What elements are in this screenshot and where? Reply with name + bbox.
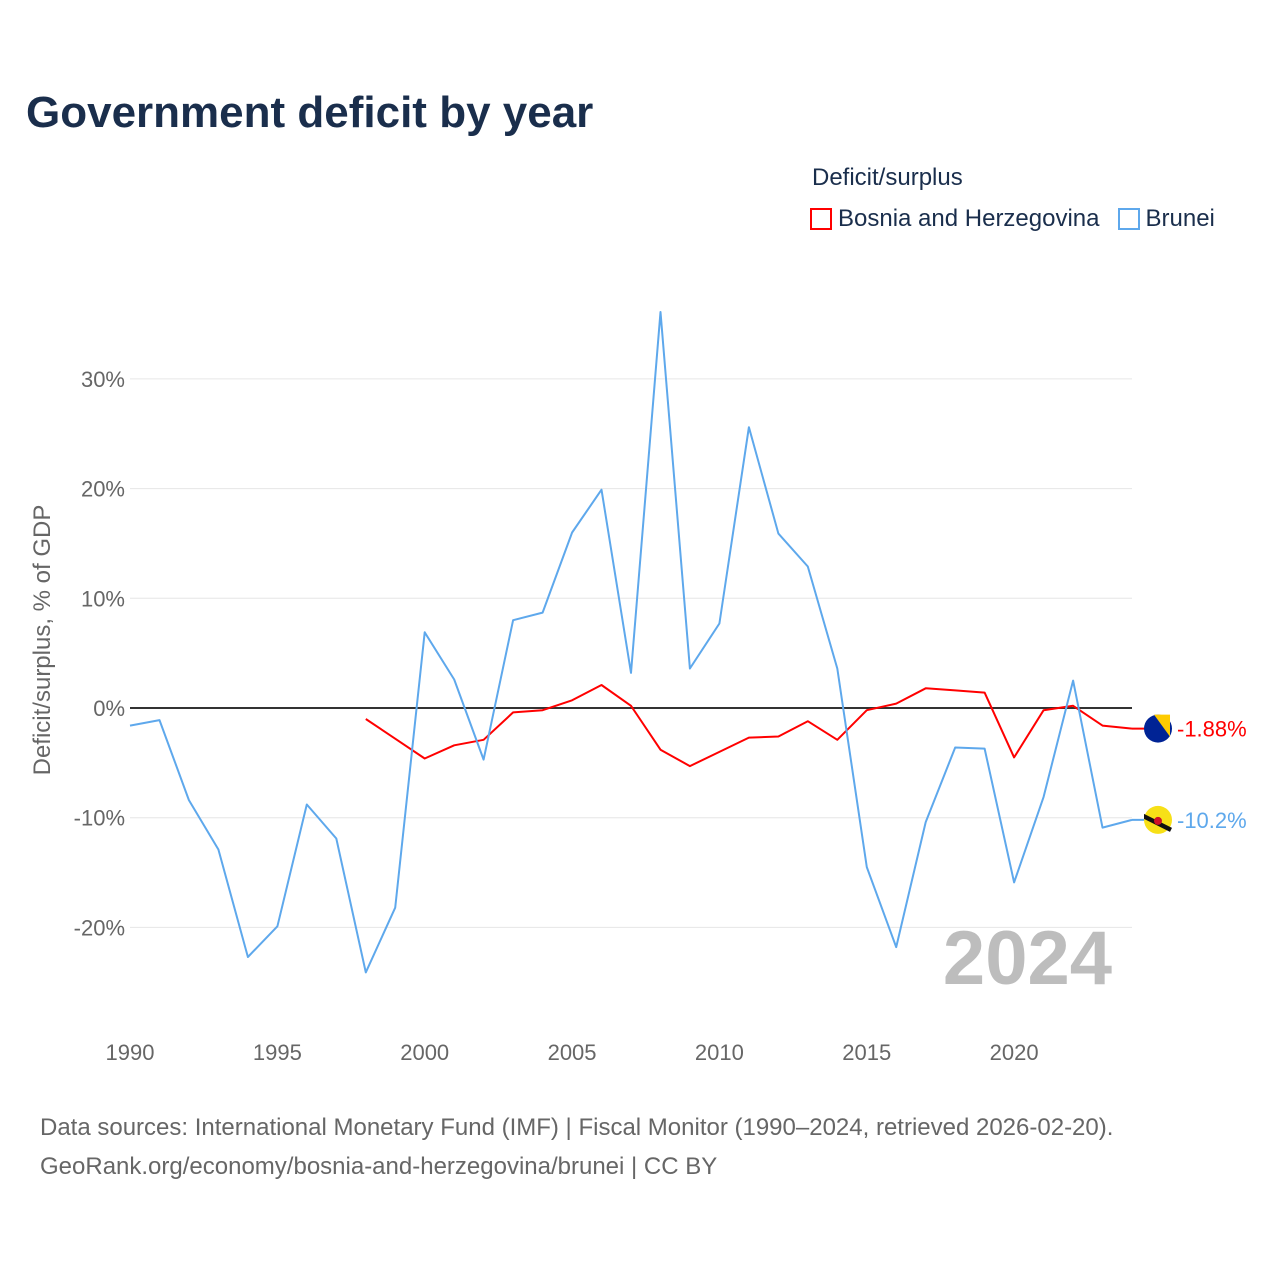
legend-title: Deficit/surplus: [812, 164, 963, 191]
end-value-label: -10.2%: [1177, 808, 1247, 833]
y-tick-label: 0%: [93, 696, 125, 721]
x-tick-label: 1990: [106, 1040, 155, 1065]
x-tick-label: 2000: [400, 1040, 449, 1065]
flag-crest: [1154, 816, 1162, 825]
series-line-bosnia: [365, 684, 1133, 768]
source-line-1: Data sources: International Monetary Fun…: [40, 1114, 1114, 1141]
y-tick-label: -20%: [74, 915, 125, 940]
legend-item-bosnia[interactable]: Bosnia and Herzegovina: [810, 205, 1100, 233]
legend-label-brunei: Brunei: [1145, 205, 1215, 232]
y-tick-label: -10%: [74, 806, 125, 831]
legend-label-bosnia: Bosnia and Herzegovina: [838, 205, 1100, 232]
year-watermark: 2024: [943, 916, 1112, 1001]
x-tick-label: 2015: [842, 1040, 891, 1065]
x-tick-label: 2010: [695, 1040, 744, 1065]
x-tick-label: 2020: [990, 1040, 1039, 1065]
y-tick-label: 30%: [81, 367, 125, 392]
y-axis-label: Deficit/surplus, % of GDP: [29, 505, 56, 776]
source-line-2[interactable]: GeoRank.org/economy/bosnia-and-herzegovi…: [40, 1153, 718, 1180]
y-tick-label: 10%: [81, 586, 125, 611]
legend-swatch-brunei: [1117, 208, 1140, 230]
legend-item-brunei[interactable]: Brunei: [1117, 205, 1215, 233]
x-tick-label: 2005: [548, 1040, 597, 1065]
legend: Bosnia and Herzegovina Brunei: [810, 205, 1215, 233]
end-value-label: -1.88%: [1177, 717, 1247, 742]
series-line-brunei: [129, 311, 1133, 974]
source-note: Data sources: International Monetary Fun…: [40, 1108, 1113, 1186]
chart-title: Government deficit by year: [26, 88, 594, 137]
y-tick-label: 20%: [81, 477, 125, 502]
flag-triangle: [1154, 714, 1170, 737]
x-tick-label: 1995: [253, 1040, 302, 1065]
legend-swatch-bosnia: [810, 208, 832, 230]
